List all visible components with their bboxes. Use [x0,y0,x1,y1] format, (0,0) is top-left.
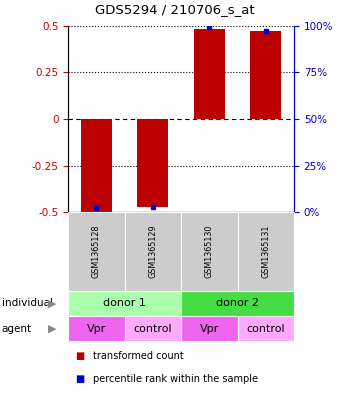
Text: donor 2: donor 2 [216,298,259,309]
Text: GSM1365129: GSM1365129 [148,225,158,278]
Text: agent: agent [2,323,32,334]
Text: control: control [134,323,172,334]
Text: GDS5294 / 210706_s_at: GDS5294 / 210706_s_at [95,3,255,16]
Bar [138,119,168,207]
Text: control: control [246,323,285,334]
Text: GSM1365128: GSM1365128 [92,225,101,278]
Text: ■: ■ [75,374,84,384]
Bar [250,31,281,119]
Text: Vpr: Vpr [200,323,219,334]
Bar [194,29,225,119]
Text: GSM1365131: GSM1365131 [261,225,270,278]
Text: percentile rank within the sample: percentile rank within the sample [93,374,258,384]
Text: Vpr: Vpr [87,323,106,334]
Text: GSM1365130: GSM1365130 [205,225,214,278]
Text: ▶: ▶ [48,298,56,309]
Text: ▶: ▶ [48,323,56,334]
Text: individual: individual [2,298,53,309]
Text: transformed count: transformed count [93,351,183,361]
Text: donor 1: donor 1 [103,298,146,309]
Bar [81,119,112,212]
Text: ■: ■ [75,351,84,361]
